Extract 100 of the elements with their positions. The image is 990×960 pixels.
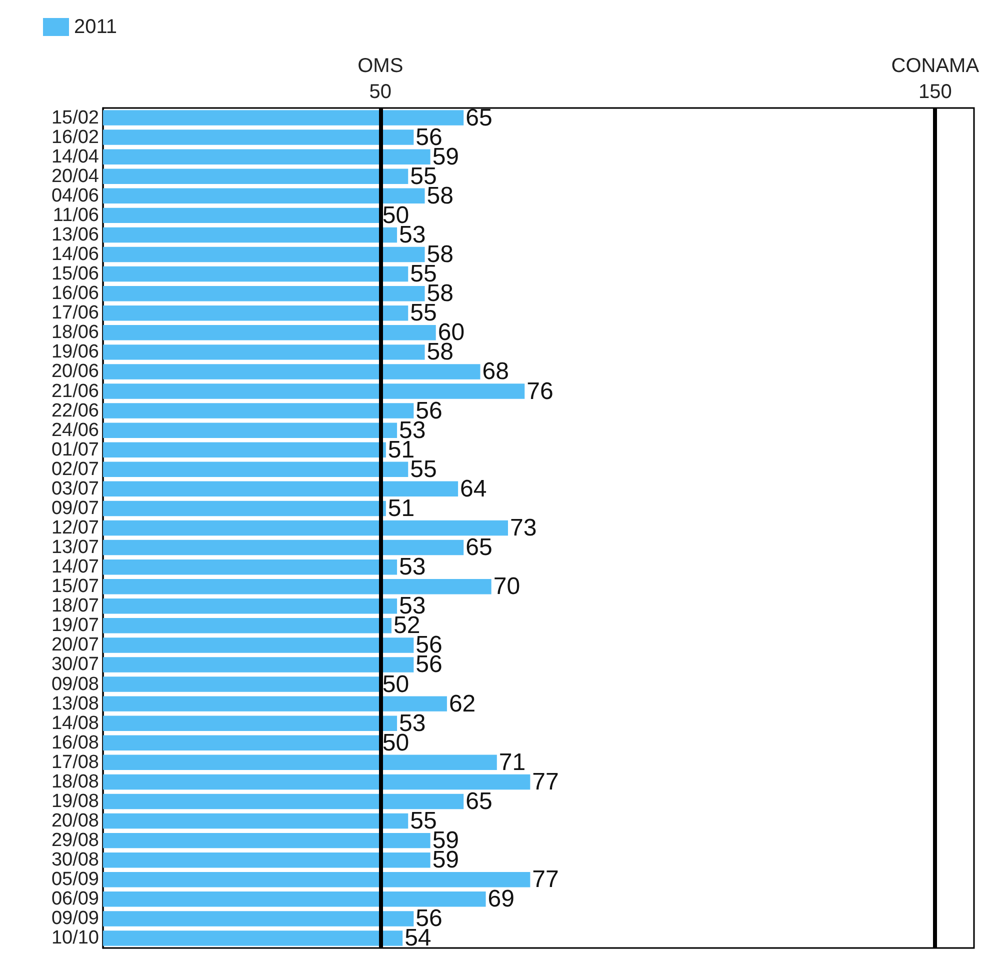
bar — [103, 306, 408, 321]
bar — [103, 227, 398, 243]
y-tick-label: 13/08 — [51, 693, 99, 714]
y-tick-label: 09/09 — [51, 908, 99, 930]
data-label: 68 — [482, 358, 509, 386]
y-tick-label: 02/07 — [51, 458, 99, 480]
data-label: 65 — [466, 104, 492, 132]
bar — [103, 832, 430, 848]
y-tick-label: 04/06 — [51, 185, 99, 206]
y-tick-label: 14/06 — [51, 244, 99, 266]
y-tick-label: 09/07 — [51, 498, 99, 519]
bar — [103, 208, 380, 224]
bar — [103, 598, 398, 614]
data-label: 65 — [466, 534, 492, 562]
y-tick-label: 18/07 — [51, 596, 99, 617]
y-tick-label: 30/08 — [51, 850, 99, 871]
data-label: 73 — [510, 514, 537, 542]
bar — [103, 813, 408, 829]
bar — [103, 110, 464, 126]
y-tick-label: 30/07 — [51, 654, 99, 676]
y-tick-label: 06/09 — [51, 888, 99, 910]
y-tick-label: 20/04 — [51, 166, 100, 187]
bar — [103, 540, 464, 556]
y-tick-label: 15/07 — [51, 576, 99, 598]
ref-line-label: OMS — [358, 55, 404, 77]
y-tick-label: 13/07 — [51, 537, 99, 558]
y-tick-label: 19/06 — [51, 342, 99, 363]
y-tick-label: 18/08 — [51, 771, 99, 792]
data-label: 53 — [399, 554, 426, 581]
data-label: 77 — [532, 768, 559, 796]
bar — [103, 325, 436, 340]
bar — [103, 735, 380, 750]
data-label: 64 — [460, 475, 487, 502]
y-tick-label: 20/07 — [51, 634, 99, 656]
bar — [103, 500, 386, 516]
y-tick-label: 16/08 — [51, 732, 99, 754]
y-tick-label: 05/09 — [51, 869, 99, 890]
y-tick-label: 14/07 — [51, 556, 99, 578]
x-tick-label: 150 — [918, 81, 952, 103]
bar — [103, 266, 408, 282]
bar — [103, 481, 458, 497]
y-tick-label: 11/06 — [52, 204, 99, 226]
bar — [103, 246, 425, 262]
y-tick-label: 17/08 — [51, 752, 99, 773]
bar — [103, 422, 398, 438]
bar — [103, 892, 486, 907]
y-tick-label: 16/02 — [51, 126, 99, 148]
y-tick-label: 03/07 — [51, 478, 99, 500]
bar — [103, 618, 392, 634]
bar — [103, 442, 386, 458]
y-tick-label: 18/06 — [51, 322, 99, 344]
bar — [103, 149, 430, 164]
data-label: 77 — [532, 866, 559, 894]
bar — [103, 168, 408, 184]
bar — [103, 696, 447, 712]
data-label: 50 — [382, 670, 410, 698]
y-tick-label: 24/06 — [51, 420, 99, 441]
legend-label: 2011 — [74, 16, 118, 38]
bar — [103, 657, 414, 672]
y-tick-label: 20/06 — [51, 361, 99, 382]
y-tick-label: 13/06 — [51, 224, 99, 246]
bar — [103, 754, 497, 770]
bar — [103, 130, 414, 145]
y-tick-label: 15/02 — [51, 107, 99, 128]
y-tick-label: 22/06 — [51, 400, 99, 422]
data-label: 76 — [526, 378, 554, 405]
bar — [103, 188, 425, 204]
bar — [103, 774, 530, 790]
y-tick-label: 15/06 — [51, 264, 99, 285]
bar — [103, 559, 398, 575]
ref-line-label: CONAMA — [891, 55, 980, 77]
bar — [103, 364, 480, 380]
y-tick-label: 12/07 — [51, 518, 99, 538]
data-label: 65 — [466, 788, 492, 815]
y-tick-label: 16/06 — [51, 283, 99, 304]
y-tick-label: 14/04 — [51, 146, 100, 168]
data-label: 71 — [498, 748, 526, 776]
bar — [103, 384, 525, 399]
bar — [103, 930, 403, 946]
data-label: 62 — [448, 690, 476, 718]
bar — [103, 852, 430, 868]
y-tick-label: 19/08 — [51, 790, 99, 812]
data-label: 70 — [493, 573, 520, 600]
bar — [103, 794, 464, 810]
y-tick-label: 01/07 — [51, 439, 99, 460]
y-tick-label: 29/08 — [51, 830, 99, 852]
bar — [103, 403, 414, 418]
bar — [103, 872, 530, 888]
y-tick-label: 14/08 — [51, 712, 99, 734]
bar — [103, 911, 414, 926]
y-tick-label: 20/08 — [51, 810, 99, 832]
bar — [103, 716, 398, 731]
y-tick-label: 19/07 — [51, 615, 99, 636]
bar — [103, 638, 414, 653]
y-tick-label: 10/10 — [51, 928, 99, 949]
y-tick-label: 09/08 — [51, 674, 99, 695]
y-tick-label: 17/06 — [51, 302, 99, 324]
bar — [103, 578, 492, 594]
y-tick-label: 21/06 — [51, 380, 99, 402]
data-label: 51 — [388, 494, 415, 522]
